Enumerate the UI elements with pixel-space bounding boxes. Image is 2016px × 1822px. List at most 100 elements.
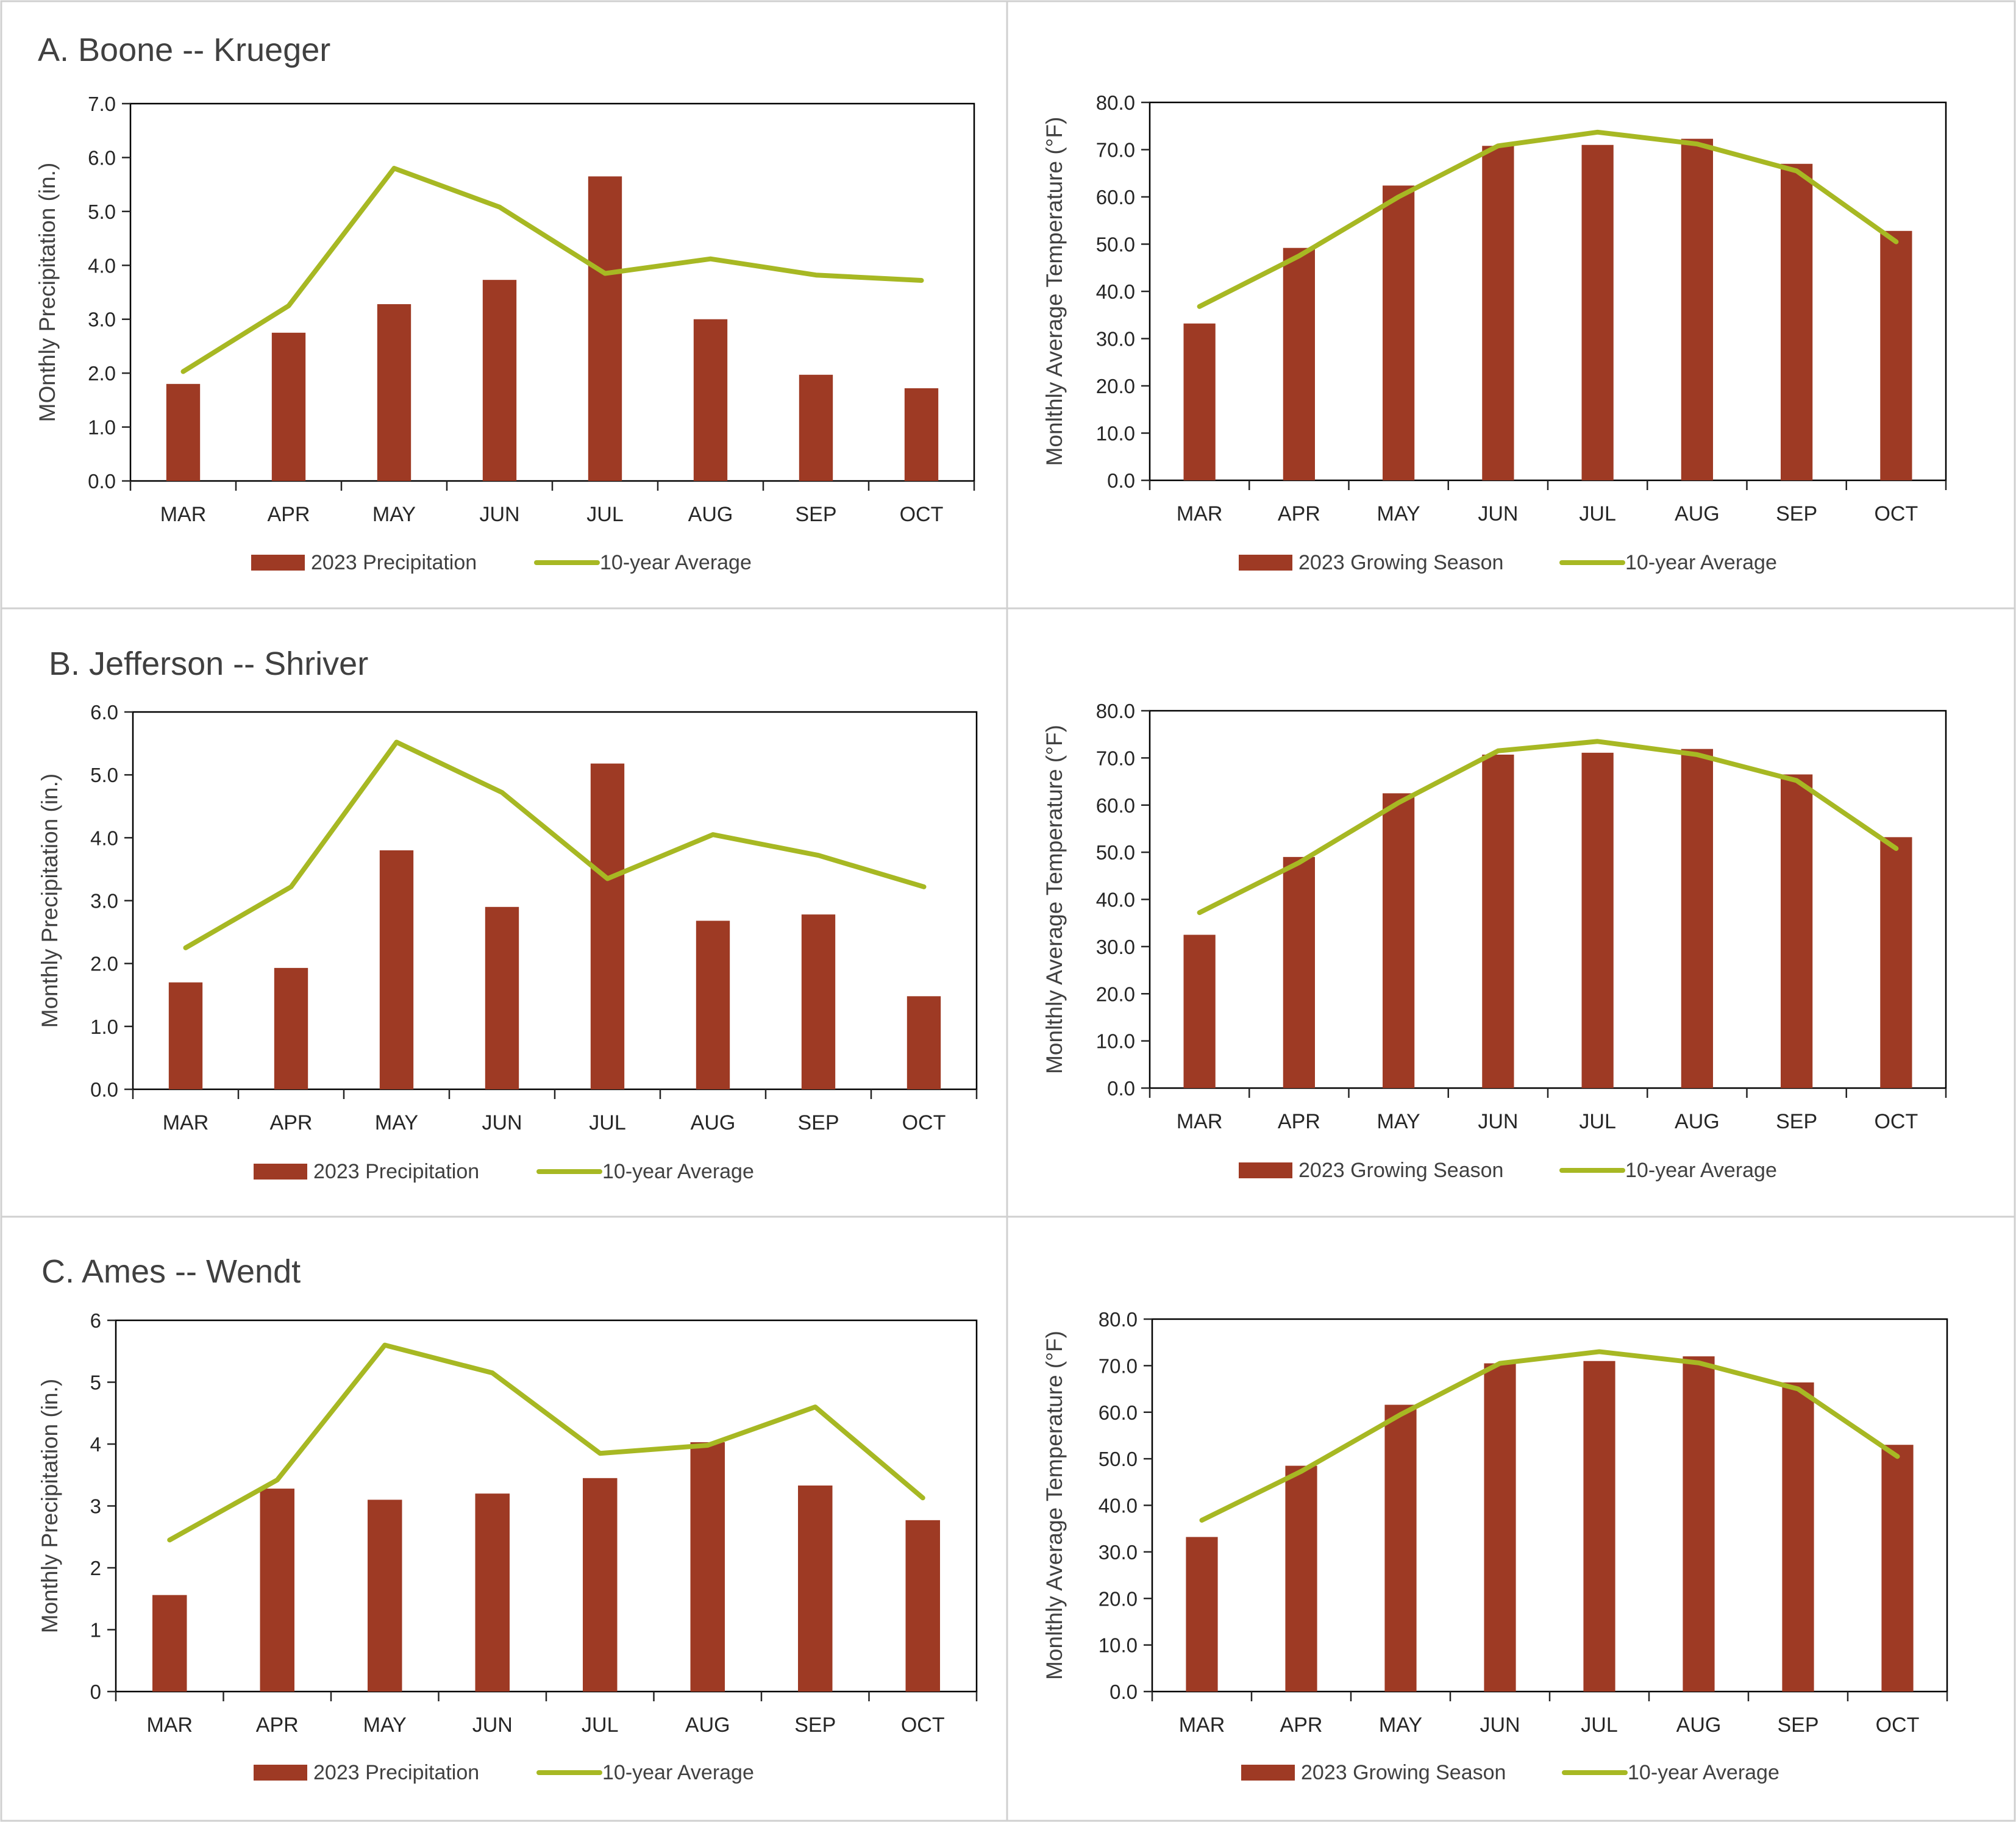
bar: [166, 383, 201, 481]
y-tick-label: 5: [90, 1372, 101, 1394]
legend-bar-label: 2023 Growing Season: [1301, 1761, 1506, 1784]
y-tick-label: 30.0: [1096, 328, 1135, 351]
x-tick-label: MAR: [1179, 1713, 1225, 1737]
bar: [1581, 144, 1614, 480]
bar: [1583, 1361, 1615, 1692]
x-tick-label: MAR: [1177, 1110, 1223, 1133]
legend-bar-swatch: [1239, 1162, 1292, 1178]
x-tick-label: APR: [1278, 1110, 1320, 1133]
bar: [377, 304, 411, 481]
legend-line-label: 10-year Average: [1625, 1159, 1777, 1182]
average-line: [180, 166, 924, 374]
bar: [1186, 1537, 1218, 1692]
legend: 2023 Growing Season 10-year Average: [1239, 551, 1777, 574]
y-tick-label: 40.0: [1096, 889, 1135, 911]
y-axis-label: Monlthly Average Temperature (°F): [1042, 1331, 1067, 1680]
x-tick-label: AUG: [685, 1713, 730, 1737]
x-tick-label: JUN: [1480, 1713, 1520, 1737]
bar: [368, 1500, 402, 1692]
y-tick-label: 60.0: [1099, 1401, 1138, 1424]
x-tick-label: SEP: [794, 1713, 836, 1737]
y-tick-label: 30.0: [1099, 1541, 1138, 1564]
y-axis-label: Monthly Precipitation (in.): [37, 1379, 62, 1633]
bar: [1683, 1356, 1715, 1692]
bar: [168, 982, 203, 1089]
x-tick-label: AUG: [1675, 502, 1720, 525]
y-tick-label: 40.0: [1096, 280, 1135, 303]
x-tick-label: JUL: [1581, 1713, 1617, 1737]
x-axis: MAR APR MAY JUN JUL AUG SEP OCT: [1149, 480, 1947, 525]
bar: [1183, 323, 1216, 480]
bar: [475, 1493, 510, 1692]
chart-a-temp: 0.0 10.0 20.0 30.0 40.0 50.0 60.0 70.0 80.0 Monlt…: [1006, 0, 2016, 610]
x-tick-label: OCT: [1874, 502, 1918, 525]
legend: 2023 Precipitation 10-year Average: [254, 1761, 754, 1784]
bar: [1484, 1363, 1516, 1692]
bar: [274, 967, 308, 1089]
bar: [1880, 837, 1912, 1088]
average-line: [1197, 739, 1899, 916]
plot-area: [1149, 101, 1947, 482]
legend-bar-label: 2023 Growing Season: [1298, 551, 1503, 574]
y-tick-label: 3.0: [88, 308, 116, 331]
bar: [798, 1486, 833, 1692]
x-tick-label: JUN: [1478, 1110, 1518, 1133]
x-tick-label: MAY: [363, 1713, 407, 1737]
y-tick-label: 6.0: [88, 146, 116, 169]
y-tick-label: 5.0: [88, 201, 116, 223]
average-line: [1197, 129, 1899, 309]
y-tick-label: 80.0: [1096, 91, 1135, 114]
bar: [1782, 1382, 1814, 1692]
chart-b-precip: B. Jefferson -- Shriver 0.0 1.0 2.0 3.0 4.0 5.…: [0, 607, 1008, 1218]
bar: [1384, 1404, 1417, 1692]
x-tick-label: MAR: [146, 1713, 193, 1737]
y-tick-label: 0: [90, 1681, 101, 1703]
x-tick-label: MAR: [160, 503, 207, 526]
chart-title: B. Jefferson -- Shriver: [49, 646, 368, 682]
x-axis: MAR APR MAY JUN JUL AUG SEP OCT: [129, 481, 975, 526]
y-tick-label: 70.0: [1096, 747, 1135, 769]
y-tick-label: 3: [90, 1495, 101, 1518]
y-axis: 0.0 10.0 20.0 30.0 40.0 50.0 60.0 70.0 80.0: [1096, 91, 1150, 492]
bar: [590, 763, 625, 1089]
y-tick-label: 0.0: [88, 470, 116, 493]
y-tick-label: 50.0: [1096, 233, 1135, 256]
chart-title: A. Boone -- Krueger: [38, 32, 330, 68]
bar-series: [1183, 749, 1912, 1088]
x-axis: MAR APR MAY JUN JUL AUG SEP OCT: [132, 1089, 978, 1134]
y-tick-label: 3.0: [90, 890, 118, 913]
y-tick-label: 0.0: [1107, 1077, 1135, 1100]
x-tick-label: MAY: [372, 503, 416, 526]
y-tick-label: 10.0: [1099, 1634, 1138, 1657]
panel-border: [1006, 1215, 2016, 1822]
legend-bar-swatch: [1241, 1765, 1295, 1781]
bar: [1183, 934, 1216, 1088]
bar: [801, 914, 836, 1089]
y-tick-label: 0.0: [90, 1078, 118, 1101]
bar: [905, 1520, 940, 1692]
x-axis: MAR APR MAY JUN JUL AUG SEP OCT: [115, 1692, 978, 1737]
y-tick-label: 6: [90, 1309, 101, 1332]
legend: 2023 Precipitation 10-year Average: [254, 1160, 754, 1183]
bar: [1285, 1465, 1317, 1692]
plot-area: [1149, 710, 1947, 1089]
x-tick-label: OCT: [1874, 1110, 1918, 1133]
y-axis-label: Monlthly Average Temperature (°F): [1042, 725, 1067, 1074]
legend-bar-label: 2023 Growing Season: [1298, 1159, 1503, 1182]
chart-c-precip: C. Ames -- Wendt 0 1 2 3 4 5 6 Monthly Precipita…: [0, 1215, 1008, 1822]
x-tick-label: APR: [256, 1713, 299, 1737]
y-tick-label: 10.0: [1096, 1030, 1135, 1053]
legend-line-label: 10-year Average: [600, 551, 752, 574]
x-tick-label: OCT: [1876, 1713, 1920, 1737]
legend-bar-swatch: [251, 555, 305, 571]
plot-area: [132, 711, 978, 1091]
bar: [379, 850, 414, 1089]
y-axis-label: MOnthly Precipitation (in.): [35, 163, 60, 422]
bar: [1681, 749, 1713, 1088]
plot-area: [129, 102, 975, 482]
x-tick-label: SEP: [795, 503, 836, 526]
bar: [696, 920, 730, 1089]
bar: [693, 319, 728, 481]
x-tick-label: OCT: [902, 1111, 946, 1134]
y-tick-label: 1: [90, 1619, 101, 1642]
